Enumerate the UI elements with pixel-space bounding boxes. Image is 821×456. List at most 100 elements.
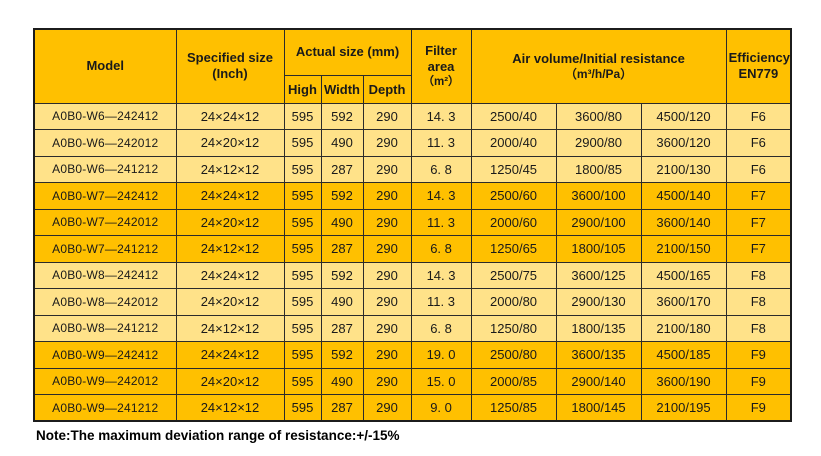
- cell-filter-area: 14. 3: [410, 261, 472, 289]
- cell-specified-size: 24×12×12: [175, 235, 285, 263]
- cell-filter-area: 6. 8: [410, 155, 472, 183]
- table-row: A0B0-W7—242412 24×24×12 595 592 290 14. …: [33, 182, 792, 210]
- cell-filter-area: 11. 3: [410, 129, 472, 157]
- cell-air-volume-1: 1250/85: [470, 394, 557, 422]
- cell-model: A0B0-W6—241212: [33, 155, 177, 183]
- cell-high: 595: [283, 314, 322, 342]
- cell-width: 490: [320, 367, 364, 395]
- cell-efficiency: F8: [725, 314, 792, 342]
- cell-air-volume-3: 3600/190: [640, 367, 727, 395]
- cell-efficiency: F8: [725, 288, 792, 316]
- cell-air-volume-3: 4500/140: [640, 182, 727, 210]
- table-row: A0B0-W9—242412 24×24×12 595 592 290 19. …: [33, 341, 792, 369]
- cell-model: A0B0-W7—242012: [33, 208, 177, 236]
- cell-air-volume-1: 2000/40: [470, 129, 557, 157]
- cell-air-volume-2: 2900/100: [555, 208, 642, 236]
- cell-model: A0B0-W7—242412: [33, 182, 177, 210]
- cell-depth: 290: [362, 235, 412, 263]
- cell-filter-area: 6. 8: [410, 235, 472, 263]
- cell-specified-size: 24×20×12: [175, 367, 285, 395]
- cell-model: A0B0-W7—241212: [33, 235, 177, 263]
- cell-air-volume-3: 2100/150: [640, 235, 727, 263]
- cell-width: 592: [320, 341, 364, 369]
- cell-specified-size: 24×24×12: [175, 182, 285, 210]
- cell-model: A0B0-W8—242012: [33, 288, 177, 316]
- header-width: Width: [320, 74, 364, 104]
- header-actual-size: Actual size (mm): [283, 28, 412, 76]
- cell-air-volume-3: 2100/130: [640, 155, 727, 183]
- cell-filter-area: 14. 3: [410, 102, 472, 130]
- table-row: A0B0-W8—242012 24×20×12 595 490 290 11. …: [33, 288, 792, 316]
- cell-air-volume-3: 2100/195: [640, 394, 727, 422]
- header-efficiency: Efficiency EN779: [725, 28, 792, 104]
- cell-filter-area: 15. 0: [410, 367, 472, 395]
- cell-depth: 290: [362, 155, 412, 183]
- cell-depth: 290: [362, 261, 412, 289]
- cell-efficiency: F7: [725, 208, 792, 236]
- cell-air-volume-2: 2900/80: [555, 129, 642, 157]
- cell-air-volume-1: 1250/80: [470, 314, 557, 342]
- table-row: A0B0-W9—242012 24×20×12 595 490 290 15. …: [33, 367, 792, 395]
- cell-depth: 290: [362, 129, 412, 157]
- cell-width: 287: [320, 155, 364, 183]
- cell-air-volume-3: 3600/140: [640, 208, 727, 236]
- cell-efficiency: F6: [725, 155, 792, 183]
- cell-filter-area: 6. 8: [410, 314, 472, 342]
- cell-efficiency: F6: [725, 129, 792, 157]
- cell-efficiency: F6: [725, 102, 792, 130]
- cell-width: 592: [320, 102, 364, 130]
- cell-efficiency: F9: [725, 367, 792, 395]
- cell-high: 595: [283, 367, 322, 395]
- cell-high: 595: [283, 208, 322, 236]
- header-depth: Depth: [362, 74, 412, 104]
- cell-width: 490: [320, 288, 364, 316]
- cell-width: 592: [320, 261, 364, 289]
- header-specified-size: Specified size (Inch): [175, 28, 285, 104]
- cell-depth: 290: [362, 394, 412, 422]
- filter-spec-table: Model Specified size (Inch) Actual size …: [33, 28, 793, 422]
- cell-model: A0B0-W6—242412: [33, 102, 177, 130]
- cell-air-volume-1: 2000/80: [470, 288, 557, 316]
- cell-high: 595: [283, 288, 322, 316]
- cell-model: A0B0-W9—242412: [33, 341, 177, 369]
- header-filter-area: Filter area （m²）: [410, 28, 472, 104]
- table-header: Model Specified size (Inch) Actual size …: [33, 28, 792, 104]
- cell-high: 595: [283, 182, 322, 210]
- table-row: A0B0-W9—241212 24×12×12 595 287 290 9. 0…: [33, 394, 792, 422]
- cell-width: 287: [320, 394, 364, 422]
- cell-air-volume-2: 1800/105: [555, 235, 642, 263]
- cell-model: A0B0-W8—241212: [33, 314, 177, 342]
- cell-specified-size: 24×12×12: [175, 155, 285, 183]
- cell-width: 490: [320, 208, 364, 236]
- cell-depth: 290: [362, 208, 412, 236]
- cell-specified-size: 24×20×12: [175, 288, 285, 316]
- header-model-label: Model: [86, 58, 125, 74]
- cell-air-volume-3: 4500/185: [640, 341, 727, 369]
- cell-efficiency: F7: [725, 235, 792, 263]
- cell-filter-area: 11. 3: [410, 288, 472, 316]
- cell-air-volume-2: 3600/80: [555, 102, 642, 130]
- cell-air-volume-1: 2500/80: [470, 341, 557, 369]
- cell-air-volume-2: 3600/100: [555, 182, 642, 210]
- table-row: A0B0-W8—242412 24×24×12 595 592 290 14. …: [33, 261, 792, 289]
- cell-air-volume-3: 3600/120: [640, 129, 727, 157]
- cell-air-volume-3: 4500/120: [640, 102, 727, 130]
- cell-specified-size: 24×12×12: [175, 394, 285, 422]
- cell-high: 595: [283, 341, 322, 369]
- cell-filter-area: 9. 0: [410, 394, 472, 422]
- cell-air-volume-2: 1800/135: [555, 314, 642, 342]
- cell-air-volume-3: 4500/165: [640, 261, 727, 289]
- cell-specified-size: 24×20×12: [175, 208, 285, 236]
- cell-model: A0B0-W9—242012: [33, 367, 177, 395]
- header-air-volume: Air volume/Initial resistance （m³/h/Pa）: [470, 28, 727, 104]
- cell-air-volume-1: 1250/65: [470, 235, 557, 263]
- cell-specified-size: 24×12×12: [175, 314, 285, 342]
- table-row: A0B0-W6—242412 24×24×12 595 592 290 14. …: [33, 102, 792, 130]
- cell-width: 490: [320, 129, 364, 157]
- cell-high: 595: [283, 261, 322, 289]
- cell-filter-area: 19. 0: [410, 341, 472, 369]
- cell-air-volume-3: 2100/180: [640, 314, 727, 342]
- cell-air-volume-1: 2000/85: [470, 367, 557, 395]
- cell-model: A0B0-W8—242412: [33, 261, 177, 289]
